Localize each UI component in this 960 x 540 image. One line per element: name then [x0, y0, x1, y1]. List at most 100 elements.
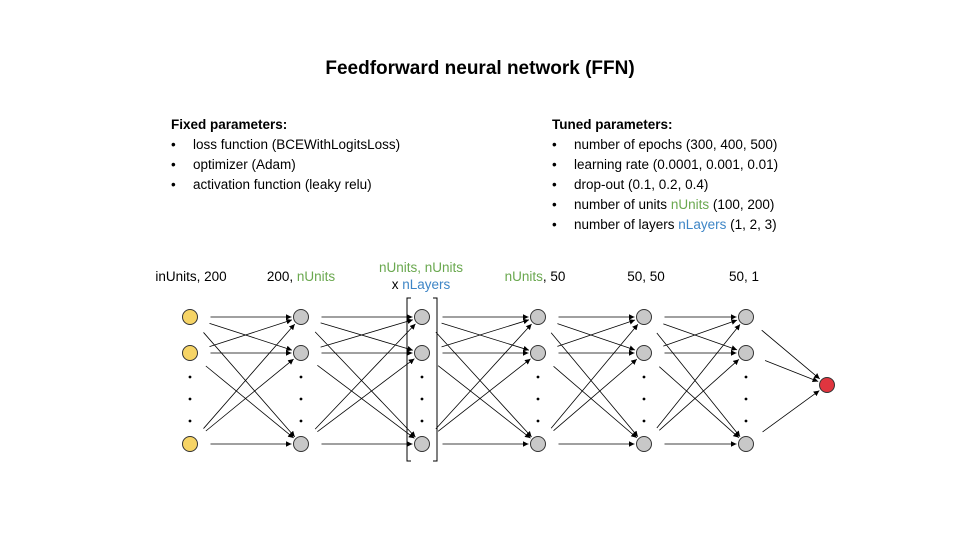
- decorations: [406, 297, 438, 462]
- connection-arrow: [205, 358, 294, 432]
- nlayers-highlight: nLayers: [402, 277, 451, 292]
- ellipsis-dot: [188, 397, 192, 401]
- connection-arrow: [656, 324, 741, 429]
- repeat-bracket-left: [406, 297, 411, 462]
- connection-arrow: [209, 322, 293, 352]
- layer-label-output: 50, 1: [674, 268, 814, 285]
- ellipsis-dot: [642, 397, 646, 401]
- connection-arrow: [435, 331, 532, 438]
- hidden-node: [414, 309, 430, 325]
- diagram-title: Feedforward neural network (FFN): [325, 58, 635, 79]
- nlayers-highlight: nLayers: [678, 217, 727, 232]
- hidden-node: [530, 345, 546, 361]
- connection-arrow: [437, 365, 531, 439]
- list-item-text: learning rate (0.0001, 0.001, 0.01): [574, 157, 779, 172]
- hidden-node: [414, 345, 430, 361]
- nunits-highlight: nUnits: [296, 269, 336, 284]
- connection-arrow: [550, 324, 639, 429]
- ellipsis-dot: [188, 419, 192, 423]
- connection-arrow: [441, 322, 530, 352]
- layer-label-hidden-4: 50, 50: [576, 268, 716, 285]
- connection-arrow: [553, 366, 638, 439]
- ellipsis-dot: [744, 419, 748, 423]
- connection-arrow: [557, 323, 636, 351]
- list-item-text: (100, 200): [709, 197, 775, 212]
- layer-label-text: nUnits, nUnits: [378, 260, 464, 275]
- connection-arrow: [762, 390, 820, 433]
- ellipsis-dot: [420, 397, 424, 401]
- ellipsis-dot: [536, 397, 540, 401]
- ellipsis-dot: [188, 375, 192, 379]
- connection-arrow: [761, 329, 820, 380]
- connection-arrow: [209, 318, 293, 348]
- ellipsis-dot: [299, 375, 303, 379]
- list-item: number of layers nLayers (1, 2, 3): [552, 215, 778, 235]
- layer-label-text: 50, 50: [627, 269, 665, 284]
- list-item-text: number of units: [574, 197, 671, 212]
- list-item: activation function (leaky relu): [171, 175, 400, 195]
- connection-arrow: [435, 323, 532, 430]
- connection-arrow: [659, 359, 740, 431]
- connection-arrow: [437, 358, 531, 432]
- ellipsis-dot: [420, 375, 424, 379]
- ellipsis-dot: [536, 375, 540, 379]
- list-item: optimizer (Adam): [171, 155, 400, 175]
- nunits-highlight: nUnits: [670, 197, 710, 212]
- ellipsis-dot: [420, 419, 424, 423]
- connection-arrow: [663, 319, 738, 347]
- connection-arrow: [314, 331, 416, 438]
- layer-label-hidden-3: nUnits, 50: [465, 268, 605, 285]
- connection-arrow: [550, 332, 639, 437]
- nodes: [182, 309, 835, 452]
- layer-label-hidden-1: 200, nUnits: [231, 268, 371, 285]
- ellipsis-dot: [536, 419, 540, 423]
- tuned-parameters: Tuned parameters: number of epochs (300,…: [552, 115, 778, 235]
- connection-arrow: [205, 365, 294, 439]
- layer-label-text: x: [391, 277, 403, 292]
- connection-arrow: [320, 322, 414, 352]
- connection-arrow: [764, 360, 819, 383]
- layer-label-input: inUnits, 200: [121, 268, 261, 285]
- layer-label-text: 50, 1: [728, 269, 760, 284]
- tuned-parameters-heading: Tuned parameters:: [552, 117, 673, 132]
- list-item-text: number of epochs (300, 400, 500): [574, 137, 778, 152]
- list-item-text: (1, 2, 3): [726, 217, 777, 232]
- connection-arrow: [203, 323, 296, 429]
- layer-label-hidden-repeat: nUnits, nUnits x nLayers: [351, 259, 491, 293]
- ellipsis-dot: [299, 397, 303, 401]
- nunits-highlight: nUnits: [504, 269, 543, 284]
- connection-arrow: [441, 318, 530, 348]
- input-node: [182, 436, 198, 452]
- list-item: number of units nUnits (100, 200): [552, 195, 778, 215]
- hidden-node: [636, 309, 652, 325]
- connection-arrow: [659, 366, 740, 438]
- hidden-node: [293, 436, 309, 452]
- connection-arrow: [557, 319, 636, 347]
- connection-arrow: [320, 318, 414, 348]
- layer-label-text: 200,: [266, 269, 297, 284]
- list-item-text: drop-out (0.1, 0.2, 0.4): [574, 177, 709, 192]
- hidden-node: [738, 309, 754, 325]
- list-item: loss function (BCEWithLogitsLoss): [171, 135, 400, 155]
- hidden-node: [636, 436, 652, 452]
- hidden-node: [414, 436, 430, 452]
- output-node: [819, 377, 835, 393]
- connection-arrow: [203, 332, 296, 438]
- fixed-parameters-heading: Fixed parameters:: [171, 117, 288, 132]
- fixed-parameters: Fixed parameters: loss function (BCEWith…: [171, 115, 400, 195]
- ellipsis-dot: [642, 419, 646, 423]
- connection-arrow: [314, 323, 416, 430]
- input-node: [182, 309, 198, 325]
- fixed-parameters-list: loss function (BCEWithLogitsLoss) optimi…: [171, 135, 400, 195]
- hidden-node: [636, 345, 652, 361]
- ellipsis-dot: [299, 419, 303, 423]
- layer-label-text: , 50: [542, 269, 566, 284]
- hidden-node: [293, 309, 309, 325]
- connection-arrow: [553, 358, 638, 431]
- layer-label-text: inUnits, 200: [155, 269, 227, 284]
- ellipsis-dot: [642, 375, 646, 379]
- connection-arrow: [317, 358, 415, 432]
- hidden-node: [530, 309, 546, 325]
- hidden-node: [738, 436, 754, 452]
- connections: [203, 314, 820, 447]
